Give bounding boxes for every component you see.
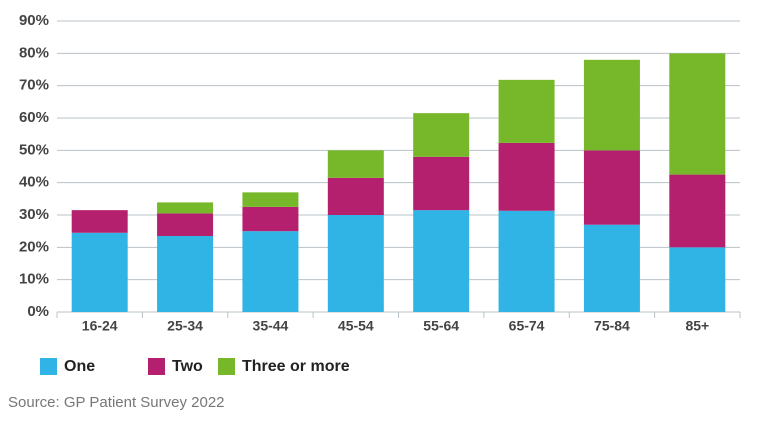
- y-tick-label: 60%: [19, 109, 49, 126]
- bar-segment: [583, 59, 640, 151]
- x-tick-label: 16-24: [82, 318, 118, 334]
- bar-segment: [498, 142, 555, 211]
- legend-swatch: [218, 358, 235, 375]
- bar-segment: [327, 215, 384, 312]
- legend-label: Two: [172, 358, 203, 375]
- x-tick-label: 65-74: [509, 318, 545, 334]
- x-tick-label: 55-64: [423, 318, 459, 334]
- bar-segment: [669, 174, 726, 248]
- y-tick-label: 30%: [19, 206, 49, 223]
- bar-segment: [498, 210, 555, 312]
- legend-swatch: [148, 358, 165, 375]
- y-tick-label: 20%: [19, 238, 49, 255]
- legend-swatch: [40, 358, 57, 375]
- legend-label: Three or more: [242, 358, 350, 375]
- bar-segment: [242, 231, 299, 312]
- bar-segment: [327, 177, 384, 215]
- bar-segment: [157, 202, 214, 214]
- y-tick-label: 70%: [19, 77, 49, 94]
- bar-segment: [669, 247, 726, 312]
- bar-segment: [498, 79, 555, 143]
- y-tick-label: 10%: [19, 271, 49, 288]
- bar-segment: [157, 236, 214, 312]
- bar-segment: [242, 206, 299, 232]
- y-tick-label: 50%: [19, 141, 49, 158]
- bar-segment: [327, 150, 384, 178]
- x-tick-label: 25-34: [167, 318, 203, 334]
- x-tick-label: 75-84: [594, 318, 630, 334]
- x-tick-label: 85+: [685, 318, 709, 334]
- bar-segment: [583, 150, 640, 225]
- y-tick-label: 0%: [27, 303, 49, 320]
- y-tick-label: 90%: [19, 12, 49, 29]
- bar-segment: [669, 53, 726, 175]
- legend-label: One: [64, 358, 95, 375]
- bar-segment: [583, 224, 640, 312]
- x-tick-label: 35-44: [253, 318, 289, 334]
- bar-segment: [157, 213, 214, 237]
- x-tick-label: 45-54: [338, 318, 374, 334]
- bar-segment: [71, 210, 128, 233]
- y-tick-label: 40%: [19, 174, 49, 191]
- bar-segment: [413, 156, 470, 211]
- bar-segment: [242, 192, 299, 207]
- source-note: Source: GP Patient Survey 2022: [8, 394, 225, 411]
- y-tick-label: 80%: [19, 44, 49, 61]
- bar-segment: [71, 232, 128, 312]
- bar-segment: [413, 210, 470, 312]
- bar-segment: [413, 113, 470, 157]
